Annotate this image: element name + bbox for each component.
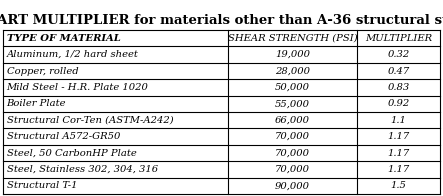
Text: 66,000: 66,000 bbox=[275, 116, 310, 125]
Text: 0.32: 0.32 bbox=[387, 50, 410, 59]
Text: Copper, rolled: Copper, rolled bbox=[7, 66, 78, 75]
Text: 70,000: 70,000 bbox=[275, 132, 310, 141]
Text: Aluminum, 1/2 hard sheet: Aluminum, 1/2 hard sheet bbox=[7, 50, 138, 59]
Text: 70,000: 70,000 bbox=[275, 165, 310, 174]
Text: Structural A572-GR50: Structural A572-GR50 bbox=[7, 132, 120, 141]
Text: Steel, Stainless 302, 304, 316: Steel, Stainless 302, 304, 316 bbox=[7, 165, 158, 174]
Text: CHART MULTIPLIER for materials other than A-36 structural steel: CHART MULTIPLIER for materials other tha… bbox=[0, 14, 443, 27]
Text: SHEAR STRENGTH (PSI): SHEAR STRENGTH (PSI) bbox=[228, 34, 358, 43]
Text: 28,000: 28,000 bbox=[275, 66, 310, 75]
Text: 0.92: 0.92 bbox=[387, 99, 410, 108]
Text: 1.17: 1.17 bbox=[387, 149, 410, 158]
Text: 70,000: 70,000 bbox=[275, 149, 310, 158]
Text: 90,000: 90,000 bbox=[275, 181, 310, 190]
Text: 0.47: 0.47 bbox=[387, 66, 410, 75]
Text: TYPE OF MATERIAL: TYPE OF MATERIAL bbox=[7, 34, 120, 43]
Text: 19,000: 19,000 bbox=[275, 50, 310, 59]
Text: MULTIPLIER: MULTIPLIER bbox=[365, 34, 432, 43]
Text: 1.1: 1.1 bbox=[391, 116, 406, 125]
Text: Structural Cor-Ten (ASTM-A242): Structural Cor-Ten (ASTM-A242) bbox=[7, 116, 173, 125]
Text: 1.5: 1.5 bbox=[391, 181, 406, 190]
Text: Structural T-1: Structural T-1 bbox=[7, 181, 77, 190]
Text: Mild Steel - H.R. Plate 1020: Mild Steel - H.R. Plate 1020 bbox=[7, 83, 148, 92]
Text: 0.83: 0.83 bbox=[387, 83, 410, 92]
Text: 1.17: 1.17 bbox=[387, 132, 410, 141]
Text: 55,000: 55,000 bbox=[275, 99, 310, 108]
Text: 50,000: 50,000 bbox=[275, 83, 310, 92]
Text: Steel, 50 CarbonHP Plate: Steel, 50 CarbonHP Plate bbox=[7, 149, 136, 158]
Text: 1.17: 1.17 bbox=[387, 165, 410, 174]
Text: Boiler Plate: Boiler Plate bbox=[7, 99, 66, 108]
